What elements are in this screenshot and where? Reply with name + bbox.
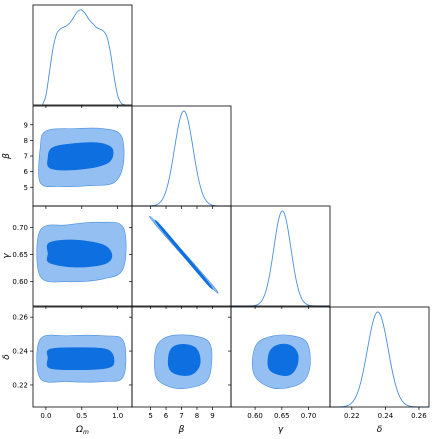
x-tick-label-gamma: 0.60 [247, 412, 263, 420]
marginal-curve-beta [132, 110, 231, 207]
contour-68-Om-beta [47, 142, 114, 171]
x-axis-label-gamma: γ [278, 425, 284, 435]
y-axis-label-gamma: γ [2, 253, 12, 259]
y-tick-label-gamma: 0.60 [12, 278, 28, 286]
x-tick-label-gamma: 0.70 [301, 412, 317, 420]
x-axis-label-Om: Ωm [75, 425, 89, 435]
panel-frame-Om-Om [32, 4, 133, 106]
panel-frame-beta-beta [131, 105, 232, 207]
y-tick-label-beta: 8 [24, 137, 28, 145]
y-tick-label-beta: 7 [24, 153, 28, 161]
y-tick-label-delta: 0.22 [12, 381, 28, 389]
x-tick-label-delta: 0.24 [378, 412, 394, 420]
y-axis-label-beta: β [2, 153, 12, 160]
y-tick-label-delta: 0.24 [12, 348, 28, 356]
x-axis-label-delta: δ [377, 425, 383, 435]
marginal-curve-gamma [231, 210, 330, 307]
x-tick-label-Om: 0.5 [76, 412, 87, 420]
y-tick-label-beta: 6 [24, 168, 29, 176]
y-axis-label-delta: δ [2, 354, 12, 360]
panel-frame-delta-delta [329, 306, 430, 408]
panel-frame-gamma-gamma [230, 205, 331, 307]
x-tick-label-gamma: 0.65 [274, 412, 290, 420]
contour-68-Om-delta [46, 347, 115, 371]
y-tick-label-gamma: 0.65 [12, 251, 28, 259]
y-tick-label-gamma: 0.70 [12, 224, 28, 232]
x-tick-label-Om: 0.0 [40, 412, 51, 420]
x-tick-label-Om: 1.0 [112, 412, 123, 420]
marginal-curve-Om [41, 9, 126, 106]
y-tick-label-delta: 0.26 [12, 314, 28, 322]
x-tick-label-delta: 0.26 [411, 412, 427, 420]
contour-68-Om-gamma [46, 239, 113, 268]
x-tick-label-beta: 8 [195, 412, 199, 420]
contour-68-gamma-delta [267, 343, 299, 376]
contour-68-beta-delta [167, 343, 201, 376]
x-tick-label-beta: 7 [179, 412, 183, 420]
x-axis-label-beta: β [178, 425, 185, 435]
marginal-curve-delta [330, 311, 429, 408]
y-tick-label-beta: 5 [24, 184, 28, 192]
x-tick-label-beta: 5 [148, 412, 152, 420]
x-tick-label-beta: 6 [164, 412, 169, 420]
x-tick-label-beta: 9 [210, 412, 214, 420]
contour-68-beta-gamma [154, 219, 213, 290]
y-tick-label-beta: 9 [24, 121, 28, 129]
x-tick-label-delta: 0.22 [344, 412, 360, 420]
